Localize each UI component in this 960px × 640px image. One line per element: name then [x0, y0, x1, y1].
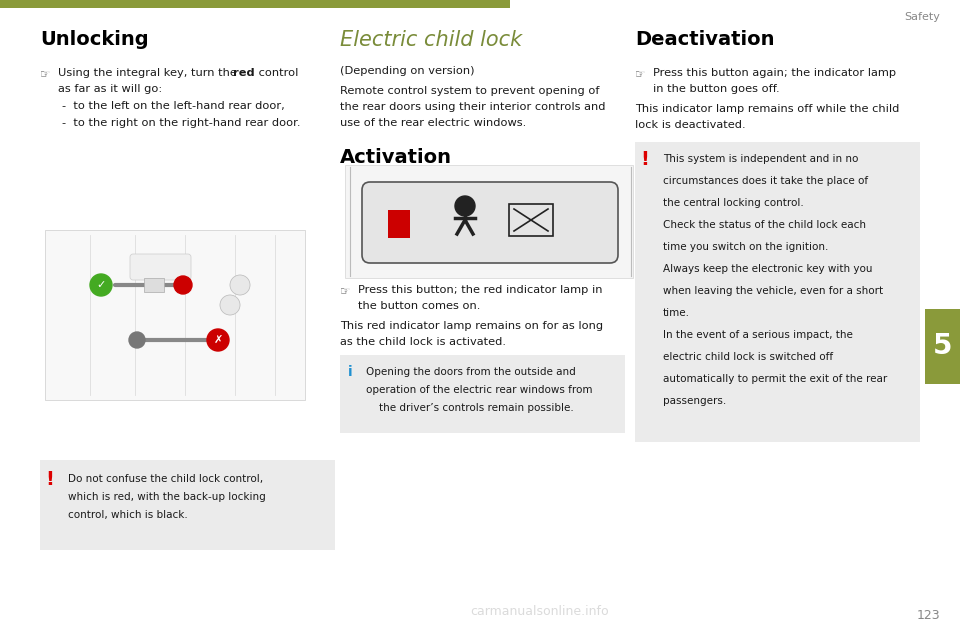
Text: -  to the left on the left-hand rear door,: - to the left on the left-hand rear door…: [62, 101, 285, 111]
FancyBboxPatch shape: [0, 0, 510, 8]
FancyBboxPatch shape: [635, 142, 920, 442]
Text: control: control: [255, 68, 299, 78]
Text: This system is independent and in no: This system is independent and in no: [663, 154, 858, 164]
Text: This indicator lamp remains off while the child: This indicator lamp remains off while th…: [635, 104, 900, 114]
Text: use of the rear electric windows.: use of the rear electric windows.: [340, 118, 526, 128]
FancyBboxPatch shape: [130, 254, 191, 280]
Circle shape: [174, 276, 192, 294]
Text: circumstances does it take the place of: circumstances does it take the place of: [663, 176, 868, 186]
Text: in the button goes off.: in the button goes off.: [653, 84, 780, 94]
Text: the rear doors using their interior controls and: the rear doors using their interior cont…: [340, 102, 606, 112]
Circle shape: [129, 332, 145, 348]
Text: i: i: [348, 365, 352, 379]
Text: Do not confuse the child lock control,: Do not confuse the child lock control,: [68, 474, 263, 484]
Text: ✗: ✗: [213, 335, 223, 345]
Text: passengers.: passengers.: [663, 396, 727, 406]
Text: Check the status of the child lock each: Check the status of the child lock each: [663, 220, 866, 230]
Text: -  to the right on the right-hand rear door.: - to the right on the right-hand rear do…: [62, 118, 300, 128]
Text: Unlocking: Unlocking: [40, 30, 149, 49]
Text: Press this button; the red indicator lamp in: Press this button; the red indicator lam…: [358, 285, 603, 295]
Text: Press this button again; the indicator lamp: Press this button again; the indicator l…: [653, 68, 896, 78]
FancyBboxPatch shape: [40, 460, 335, 550]
Text: ☞: ☞: [635, 68, 645, 81]
Text: electric child lock is switched off: electric child lock is switched off: [663, 352, 833, 362]
FancyBboxPatch shape: [925, 309, 960, 384]
Text: 5: 5: [933, 333, 952, 360]
Text: automatically to permit the exit of the rear: automatically to permit the exit of the …: [663, 374, 887, 384]
Text: Safety: Safety: [904, 12, 940, 22]
FancyBboxPatch shape: [388, 210, 410, 238]
FancyBboxPatch shape: [144, 278, 164, 292]
Text: control, which is black.: control, which is black.: [68, 510, 188, 520]
Text: 123: 123: [917, 609, 940, 622]
FancyBboxPatch shape: [45, 230, 305, 400]
Text: the button comes on.: the button comes on.: [358, 301, 480, 311]
Circle shape: [207, 329, 229, 351]
FancyBboxPatch shape: [509, 204, 553, 236]
Text: ✓: ✓: [96, 280, 106, 290]
Text: which is red, with the back-up locking: which is red, with the back-up locking: [68, 492, 266, 502]
Text: Electric child lock: Electric child lock: [340, 30, 522, 50]
Text: Remote control system to prevent opening of: Remote control system to prevent opening…: [340, 86, 599, 96]
Text: when leaving the vehicle, even for a short: when leaving the vehicle, even for a sho…: [663, 286, 883, 296]
Text: This red indicator lamp remains on for as long: This red indicator lamp remains on for a…: [340, 321, 603, 331]
Text: lock is deactivated.: lock is deactivated.: [635, 120, 746, 130]
Text: time.: time.: [663, 308, 690, 318]
Text: !: !: [640, 150, 649, 169]
Text: ☞: ☞: [340, 285, 350, 298]
Text: ☞: ☞: [40, 68, 51, 81]
Text: Opening the doors from the outside and: Opening the doors from the outside and: [366, 367, 576, 377]
Text: time you switch on the ignition.: time you switch on the ignition.: [663, 242, 828, 252]
FancyBboxPatch shape: [345, 165, 633, 278]
Text: Using the integral key, turn the: Using the integral key, turn the: [58, 68, 241, 78]
Text: !: !: [45, 470, 55, 489]
Circle shape: [455, 196, 475, 216]
Text: carmanualsonline.info: carmanualsonline.info: [470, 605, 610, 618]
Text: red: red: [233, 68, 254, 78]
Text: as far as it will go:: as far as it will go:: [58, 84, 162, 94]
FancyBboxPatch shape: [340, 355, 625, 433]
Text: Activation: Activation: [340, 148, 452, 167]
Circle shape: [230, 275, 250, 295]
Text: the central locking control.: the central locking control.: [663, 198, 804, 208]
Circle shape: [90, 274, 112, 296]
Text: Deactivation: Deactivation: [635, 30, 775, 49]
Text: (Depending on version): (Depending on version): [340, 66, 474, 76]
Text: operation of the electric rear windows from: operation of the electric rear windows f…: [366, 385, 592, 395]
Text: as the child lock is activated.: as the child lock is activated.: [340, 337, 506, 347]
FancyBboxPatch shape: [362, 182, 618, 263]
Text: In the event of a serious impact, the: In the event of a serious impact, the: [663, 330, 852, 340]
Text: the driver’s controls remain possible.: the driver’s controls remain possible.: [366, 403, 574, 413]
Text: Always keep the electronic key with you: Always keep the electronic key with you: [663, 264, 873, 274]
Circle shape: [220, 295, 240, 315]
